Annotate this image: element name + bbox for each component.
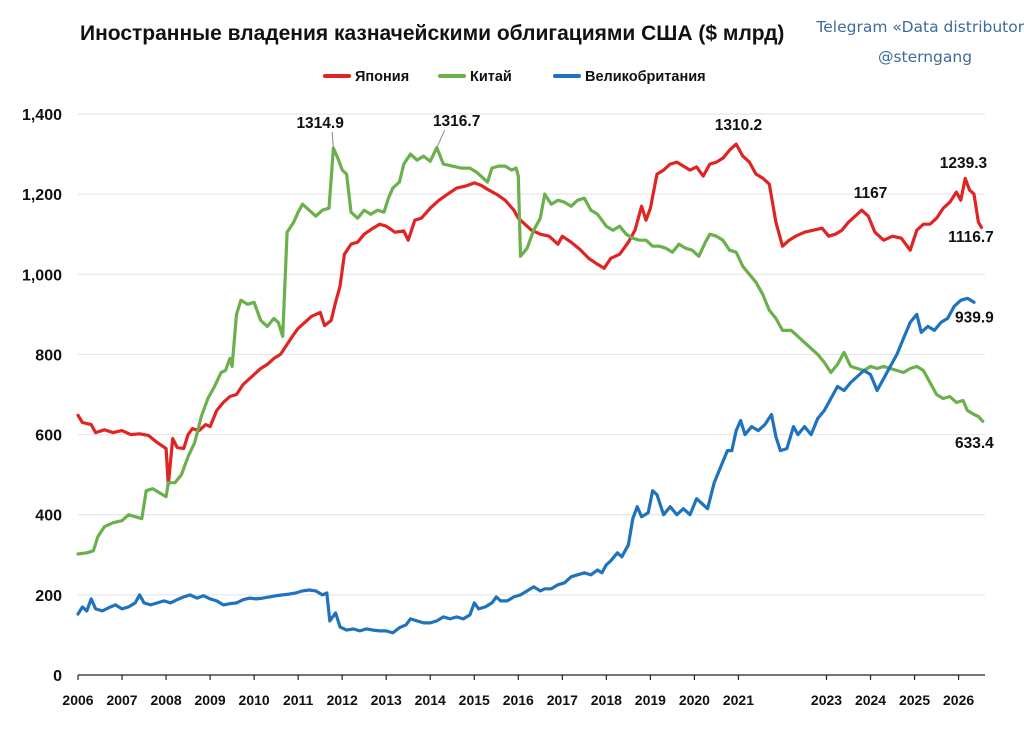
value-annotation: 633.4 — [955, 435, 994, 452]
x-tick-label: 2023 — [811, 692, 842, 708]
x-tick-label: 2010 — [239, 692, 270, 708]
x-tick-label: 2014 — [415, 692, 446, 708]
y-tick-label: 800 — [35, 347, 62, 364]
y-tick-label: 200 — [35, 588, 62, 605]
annotation-leader — [331, 131, 334, 149]
value-annotation: 1167 — [854, 185, 888, 202]
value-annotation: 1310.2 — [715, 117, 762, 134]
legend-label-japan: Япония — [355, 69, 409, 85]
y-tick-label: 0 — [53, 668, 62, 685]
x-tick-label: 2016 — [503, 692, 534, 708]
x-tick-label: 2011 — [283, 692, 314, 708]
value-annotation: 1316.7 — [433, 113, 480, 130]
legend: Япония Китай Великобритания — [323, 69, 706, 85]
x-tick-label: 2015 — [459, 692, 490, 708]
y-tick-label: 1,400 — [22, 107, 62, 124]
value-annotation: 1116.7 — [948, 229, 994, 246]
x-tick-label: 2024 — [855, 692, 886, 708]
x-tick-label: 2026 — [943, 692, 974, 708]
y-tick-label: 600 — [35, 428, 62, 445]
y-tick-label: 400 — [35, 508, 62, 525]
watermark-line-1: Telegram «Data distributor» — [815, 18, 1024, 36]
x-tick-label: 2025 — [899, 692, 930, 708]
value-annotation: 1239.3 — [940, 155, 988, 172]
chart-title: Иностранные владения казначейскими облиг… — [80, 22, 784, 45]
x-tick-label: 2006 — [62, 692, 93, 708]
x-axis-ticks: 2006 2007 2008 2009 2010 2011 2012 2013 2014 2015… — [62, 674, 985, 708]
x-tick-label: 2020 — [679, 692, 710, 708]
y-axis-ticks: 0 200 400 600 800 1,000 1,200 1,400 — [22, 107, 62, 685]
series-line-uk — [76, 296, 976, 635]
grid — [78, 113, 985, 596]
x-tick-label: 2017 — [547, 692, 578, 708]
x-tick-label: 2021 — [723, 692, 754, 708]
annotation-leader — [436, 129, 446, 148]
watermark-line-2: @sterngang — [878, 48, 972, 66]
series-line-japan — [76, 142, 984, 487]
x-tick-label: 2018 — [591, 692, 622, 708]
x-tick-label: 2009 — [195, 692, 226, 708]
series-lines — [76, 142, 985, 635]
x-tick-label: 2013 — [371, 692, 402, 708]
y-tick-label: 1,000 — [22, 267, 62, 284]
x-tick-label: 2008 — [150, 692, 181, 708]
annotations: 1314.9 1316.7 1310.2 1239.3 1167 1116.7 939.9 6… — [296, 113, 994, 452]
series-line-china — [76, 146, 985, 556]
x-tick-label: 2012 — [327, 692, 358, 708]
value-annotation: 939.9 — [955, 309, 994, 326]
x-tick-label: 2007 — [106, 692, 137, 708]
x-tick-label: 2019 — [635, 692, 666, 708]
y-tick-label: 1,200 — [22, 187, 62, 204]
value-annotation: 1314.9 — [296, 115, 344, 132]
legend-label-china: Китай — [470, 69, 512, 85]
legend-label-uk: Великобритания — [585, 69, 706, 85]
